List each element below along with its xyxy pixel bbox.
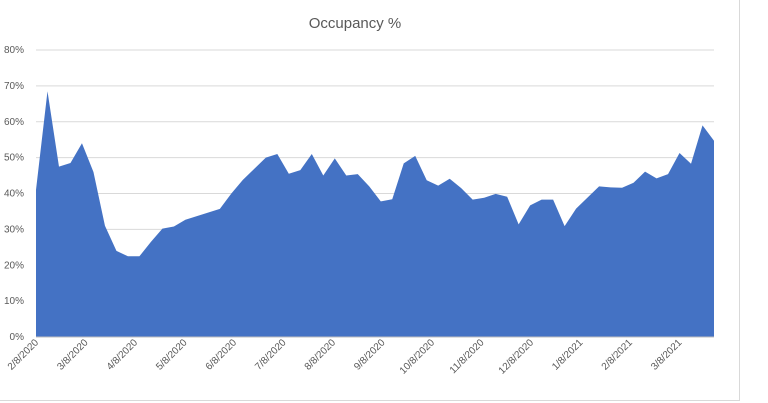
x-tick-label: 2/8/2021 [600, 337, 636, 373]
x-tick-label: 11/8/2020 [448, 337, 487, 376]
x-tick-label: 6/8/2020 [204, 337, 240, 373]
chart-title: Occupancy % [309, 15, 402, 32]
x-tick-label: 3/8/2020 [55, 337, 91, 373]
y-tick-label: 80% [4, 45, 24, 56]
y-tick-label: 0% [10, 332, 25, 343]
x-tick-label: 8/8/2020 [303, 337, 339, 373]
x-tick-label: 10/8/2020 [398, 337, 438, 377]
x-tick-label: 12/8/2020 [497, 337, 537, 377]
y-tick-label: 20% [4, 260, 24, 271]
y-tick-label: 50% [4, 153, 24, 164]
occupancy-area-series [36, 91, 714, 337]
x-tick-label: 3/8/2021 [649, 337, 685, 373]
x-tick-label: 9/8/2020 [352, 337, 388, 373]
y-tick-label: 70% [4, 81, 24, 92]
y-tick-label: 30% [4, 224, 24, 235]
occupancy-chart: Occupancy % 0% 10% 20% 30% 40% 50% 60% 70% 80% 2… [4, 15, 714, 377]
x-tick-label: 1/8/2021 [550, 337, 586, 373]
y-tick-label: 60% [4, 117, 24, 128]
y-axis-ticks: 0% 10% 20% 30% 40% 50% 60% 70% 80% [4, 45, 24, 343]
x-axis-ticks: 2/8/2020 3/8/2020 4/8/2020 5/8/2020 6/8/2020… [6, 337, 685, 377]
x-tick-label: 7/8/2020 [253, 337, 289, 373]
y-tick-label: 40% [4, 189, 24, 200]
chart-area: Occupancy % 0% 10% 20% 30% 40% 50% 60% 70% 80% 2… [0, 0, 740, 401]
y-tick-label: 10% [4, 296, 24, 307]
x-tick-label: 4/8/2020 [105, 337, 141, 373]
x-tick-label: 5/8/2020 [154, 337, 190, 373]
